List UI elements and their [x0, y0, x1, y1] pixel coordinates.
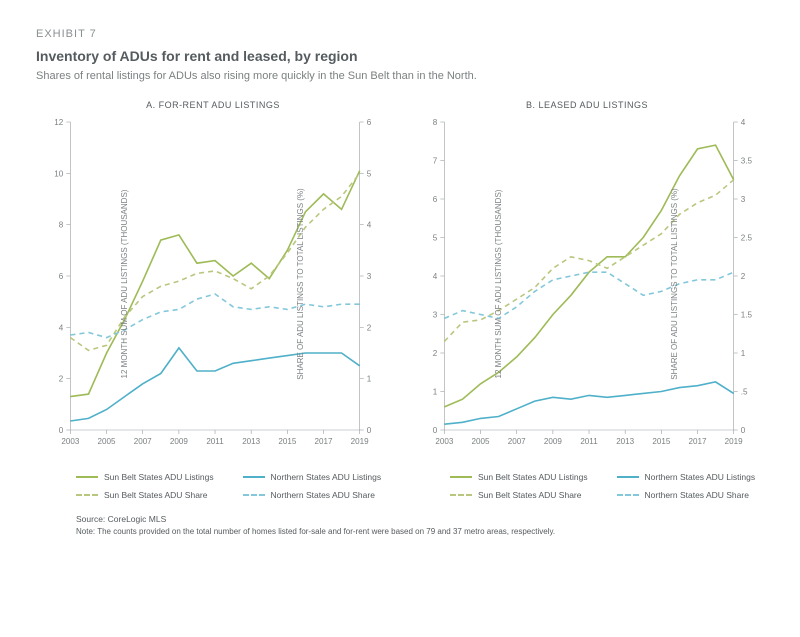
legend-label: Northern States ADU Listings: [645, 472, 756, 482]
panel-b-left-axis-label: 12 MONTH SUM OF ADU LISTINGS (THOUSANDS): [494, 190, 503, 379]
svg-text:2: 2: [367, 323, 372, 332]
svg-text:2003: 2003: [435, 437, 454, 446]
note-text: Note: The counts provided on the total n…: [76, 527, 764, 536]
svg-text:1: 1: [433, 388, 438, 397]
exhibit-title: Inventory of ADUs for rent and leased, b…: [36, 48, 764, 64]
legend-swatch: [617, 476, 639, 478]
legend-item: Northern States ADU Listings: [243, 472, 390, 482]
legend-label: Northern States ADU Listings: [271, 472, 382, 482]
panel-b-svg: 0 1 2 3 4 5 6 7 8 0 .5 1 1.5 2 2.5 3 3.5 4 2003 2005 2007 200…: [410, 114, 764, 454]
panel-a: A. FOR-RENT ADU LISTINGS 12 MONTH SUM OF…: [36, 100, 390, 500]
svg-text:6: 6: [59, 272, 64, 281]
svg-text:2009: 2009: [170, 437, 189, 446]
legend-label: Sun Belt States ADU Listings: [478, 472, 588, 482]
svg-text:3: 3: [367, 272, 372, 281]
svg-text:4: 4: [367, 221, 372, 230]
svg-text:2011: 2011: [580, 437, 598, 446]
svg-text:2015: 2015: [278, 437, 297, 446]
svg-text:8: 8: [433, 118, 438, 127]
panel-a-chart-area: 12 MONTH SUM OF ADU LISTINGS (THOUSANDS)…: [36, 114, 390, 454]
legend-item: Northern States ADU Share: [243, 490, 390, 500]
legend-label: Northern States ADU Share: [271, 490, 375, 500]
svg-text:4: 4: [433, 272, 438, 281]
svg-text:2003: 2003: [61, 437, 80, 446]
panel-b-right-axis-label: SHARE OF ADU LISTINGS TO TOTAL LISTINGS …: [670, 188, 679, 379]
svg-text:1.5: 1.5: [741, 311, 753, 320]
panel-a-title: A. FOR-RENT ADU LISTINGS: [36, 100, 390, 110]
svg-text:3: 3: [433, 311, 438, 320]
svg-text:2: 2: [59, 375, 64, 384]
exhibit-subtitle: Shares of rental listings for ADUs also …: [36, 70, 764, 82]
svg-text:2: 2: [433, 349, 438, 358]
panel-a-legend: Sun Belt States ADU Listings Northern Sta…: [36, 472, 390, 500]
svg-text:2019: 2019: [725, 437, 744, 446]
legend-swatch: [76, 494, 98, 496]
svg-text:0: 0: [59, 426, 64, 435]
svg-text:2019: 2019: [351, 437, 370, 446]
svg-text:5: 5: [367, 169, 372, 178]
legend-label: Northern States ADU Share: [645, 490, 749, 500]
svg-text:2017: 2017: [689, 437, 708, 446]
legend-swatch: [617, 494, 639, 496]
svg-text:2011: 2011: [206, 437, 224, 446]
legend-swatch: [243, 476, 265, 478]
svg-text:2013: 2013: [616, 437, 635, 446]
panel-b-legend: Sun Belt States ADU Listings Northern Sta…: [410, 472, 764, 500]
panel-b: B. LEASED ADU LISTINGS 12 MONTH SUM OF A…: [410, 100, 764, 500]
svg-text:2017: 2017: [315, 437, 334, 446]
legend-swatch: [243, 494, 265, 496]
exhibit-container: EXHIBIT 7 Inventory of ADUs for rent and…: [0, 0, 800, 546]
svg-text:2015: 2015: [652, 437, 671, 446]
svg-text:0: 0: [741, 426, 746, 435]
svg-text:2: 2: [741, 272, 746, 281]
legend-item: Sun Belt States ADU Share: [450, 490, 597, 500]
svg-text:2005: 2005: [98, 437, 117, 446]
svg-text:7: 7: [433, 157, 438, 166]
legend-item: Sun Belt States ADU Share: [76, 490, 223, 500]
legend-swatch: [450, 494, 472, 496]
source-text: Source: CoreLogic MLS: [76, 514, 764, 524]
svg-text:0: 0: [433, 426, 438, 435]
svg-text:6: 6: [433, 195, 438, 204]
charts-row: A. FOR-RENT ADU LISTINGS 12 MONTH SUM OF…: [36, 100, 764, 500]
svg-text:2013: 2013: [242, 437, 261, 446]
svg-text:12: 12: [54, 118, 64, 127]
legend-swatch: [450, 476, 472, 478]
legend-swatch: [76, 476, 98, 478]
svg-text:5: 5: [433, 234, 438, 243]
svg-text:2007: 2007: [508, 437, 527, 446]
legend-item: Northern States ADU Share: [617, 490, 764, 500]
panel-b-title: B. LEASED ADU LISTINGS: [410, 100, 764, 110]
svg-text:2007: 2007: [134, 437, 153, 446]
svg-text:10: 10: [54, 169, 64, 178]
svg-text:1: 1: [367, 375, 372, 384]
footer: Source: CoreLogic MLS Note: The counts p…: [36, 514, 764, 536]
legend-item: Sun Belt States ADU Listings: [450, 472, 597, 482]
exhibit-label: EXHIBIT 7: [36, 28, 764, 40]
svg-text:1: 1: [741, 349, 746, 358]
legend-item: Sun Belt States ADU Listings: [76, 472, 223, 482]
svg-text:3: 3: [741, 195, 746, 204]
panel-a-right-axis-label: SHARE OF ADU LISTINGS TO TOTAL LISTINGS …: [296, 188, 305, 379]
svg-text:2005: 2005: [472, 437, 491, 446]
legend-item: Northern States ADU Listings: [617, 472, 764, 482]
svg-text:6: 6: [367, 118, 372, 127]
panel-a-svg: 0246810120123456200320052007200920112013…: [36, 114, 390, 454]
legend-label: Sun Belt States ADU Share: [104, 490, 207, 500]
legend-label: Sun Belt States ADU Listings: [104, 472, 214, 482]
svg-text:4: 4: [741, 118, 746, 127]
panel-a-left-axis-label: 12 MONTH SUM OF ADU LISTINGS (THOUSANDS): [120, 190, 129, 379]
svg-text:3.5: 3.5: [741, 157, 753, 166]
svg-text:2.5: 2.5: [741, 234, 753, 243]
svg-text:8: 8: [59, 221, 64, 230]
panel-b-chart-area: 12 MONTH SUM OF ADU LISTINGS (THOUSANDS)…: [410, 114, 764, 454]
svg-text:4: 4: [59, 323, 64, 332]
svg-text:2009: 2009: [544, 437, 563, 446]
svg-text:.5: .5: [741, 388, 748, 397]
svg-text:0: 0: [367, 426, 372, 435]
legend-label: Sun Belt States ADU Share: [478, 490, 581, 500]
